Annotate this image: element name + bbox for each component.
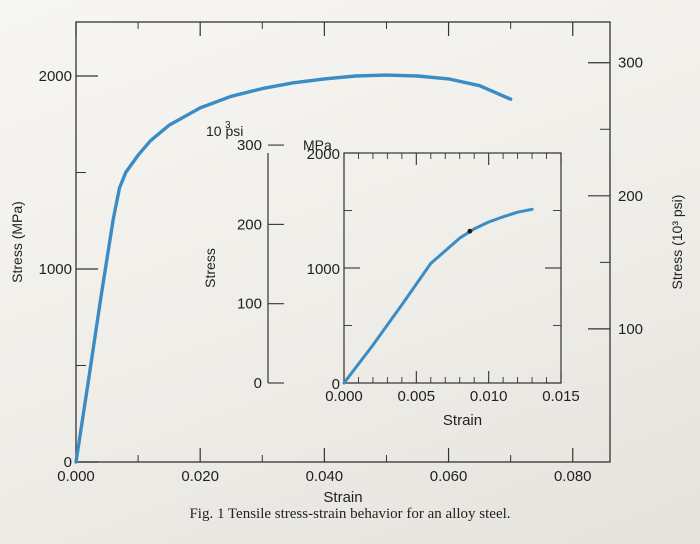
inset-psi-unit-label: 10 psi [206,123,243,139]
main-x-tick-label: 0.000 [57,468,95,485]
inset-psi-unit-exponent: 3 [225,120,231,131]
inset-y-tick-label: 0 [332,376,340,393]
main-y-tick-label: 1000 [39,261,72,278]
inset-x-tick-label: 0.015 [542,388,580,405]
inset-x-tick-label: 0.005 [398,388,436,405]
main-stress-strain-curve [74,73,513,464]
inset-y-axis-label: Stress [202,248,218,288]
inset-mpa-unit-label: MPa [303,137,332,153]
inset-x-tick-label: 0.000 [325,388,363,405]
main-plot-frame [75,21,611,463]
inset-curve-marker [467,228,473,234]
main-y-tick-label: 0 [64,454,72,471]
inset-y-tick-label: 1000 [307,261,340,278]
inset-plot-frame [343,152,562,384]
main-x-tick-label: 0.020 [181,468,219,485]
main-y-right-tick-label: 100 [618,321,643,338]
figure-caption: Fig. 1 Tensile stress-strain behavior fo… [189,506,511,522]
inset-psi-tick-label: 200 [237,216,262,233]
main-y-right-tick-label: 200 [618,188,643,205]
inset-psi-tick-label: 100 [237,296,262,313]
inset-stress-strain-curve [342,207,534,385]
main-y-axis-label: Stress (MPa) [9,201,25,283]
inset-psi-tick-label: 300 [237,137,262,154]
inset-x-axis-label: Strain [443,412,482,429]
main-y-tick-label: 2000 [39,68,72,85]
inset-x-tick-label: 0.010 [470,388,508,405]
inset-y-tick-label: 2000 [307,146,340,163]
main-y-right-tick-label: 300 [618,55,643,72]
main-y-right-axis-label: Stress (10³ psi) [669,195,685,290]
main-x-tick-label: 0.080 [554,468,592,485]
main-x-tick-label: 0.040 [306,468,344,485]
inset-psi-tick-label: 0 [254,375,262,392]
main-x-axis-label: Strain [323,489,362,506]
main-x-tick-label: 0.060 [430,468,468,485]
